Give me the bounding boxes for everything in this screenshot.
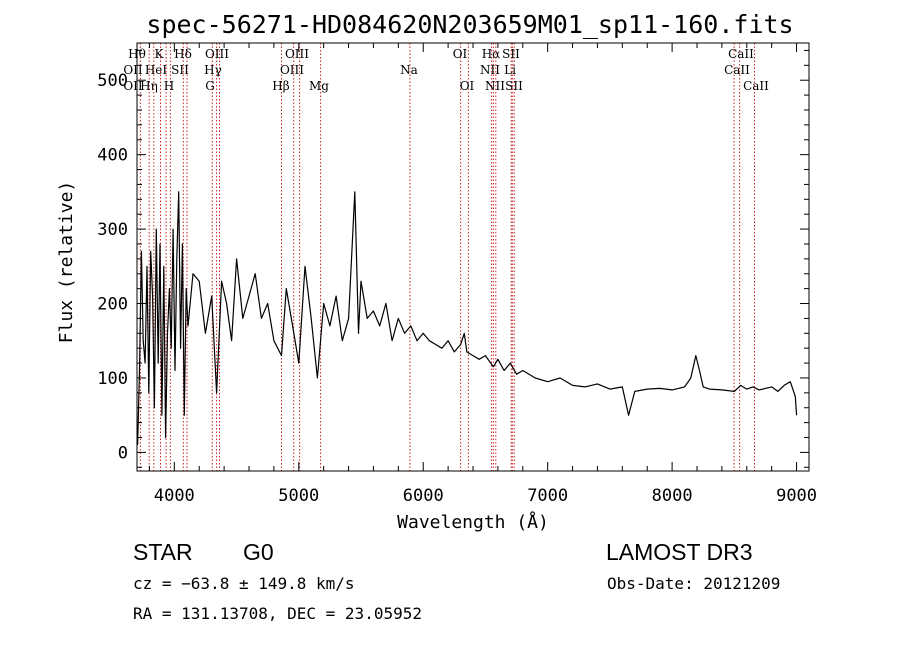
marker-label-caii-1: CaII — [728, 47, 754, 61]
marker-label-li: Li — [504, 63, 516, 77]
y-axis-label: Flux (relative) — [56, 181, 77, 344]
marker-label-oi-1: OI — [453, 47, 468, 61]
marker-label-hd: Hδ — [174, 47, 192, 61]
spectrum-layer — [137, 191, 798, 445]
chart-title: spec-56271-HD084620N203659M01_sp11-160.f… — [146, 10, 793, 39]
marker-label-hb: Hβ — [272, 79, 289, 93]
y-tick-label-0: 0 — [118, 443, 128, 463]
marker-label-oiii-1: OIII — [205, 47, 229, 61]
marker-label-g: G — [205, 79, 215, 93]
marker-label-mg: Mg — [309, 79, 329, 93]
plot-frame — [136, 42, 810, 472]
y-tick-label-200: 200 — [97, 295, 128, 315]
coordinates: RA = 131.13708, DEC = 23.05952 — [133, 604, 422, 623]
y-tick-label-400: 400 — [97, 146, 128, 166]
marker-label-hgam: Hγ — [204, 63, 222, 77]
x-tick-label-9000: 9000 — [776, 486, 817, 506]
x-tick-label-8000: 8000 — [652, 486, 693, 506]
marker-label-oii-2: OII — [123, 79, 143, 93]
marker-label-nii-1: NII — [480, 63, 500, 77]
axis-ticks: 4000 5000 6000 7000 8000 9000 0 100 200 300 400 500 — [97, 43, 817, 506]
y-tick-label-100: 100 — [97, 369, 128, 389]
marker-label-oii-1: OII — [123, 63, 143, 77]
marker-label-caii-3: CaII — [743, 79, 769, 93]
redshift-velocity: cz = −63.8 ± 149.8 km/s — [133, 574, 355, 593]
y-tick-label-300: 300 — [97, 220, 128, 240]
marker-label-oi-2: OI — [460, 79, 475, 93]
observation-date: Obs-Date: 20121209 — [607, 574, 781, 593]
marker-label-sii-2: SII — [502, 47, 520, 61]
x-tick-label-6000: 6000 — [403, 486, 444, 506]
marker-label-hei: HeI — [145, 63, 168, 77]
x-tick-label-7000: 7000 — [527, 486, 568, 506]
survey-name: LAMOST DR3 — [606, 539, 753, 565]
spectral-line-markers — [139, 43, 755, 471]
spectrum-line — [137, 191, 798, 445]
marker-label-h: H — [164, 79, 174, 93]
marker-label-heta: Hη — [140, 79, 158, 93]
x-tick-label-5000: 5000 — [278, 486, 319, 506]
y-tick-label-500: 500 — [97, 71, 128, 91]
marker-label-oiii-2: OIII — [285, 47, 309, 61]
object-subclass: G0 — [243, 539, 274, 565]
marker-label-na: Na — [400, 63, 418, 77]
object-class: STAR — [133, 539, 193, 565]
marker-label-sii-3: SII — [505, 79, 523, 93]
x-tick-label-4000: 4000 — [154, 486, 195, 506]
marker-label-oiii-3: OIII — [280, 63, 304, 77]
marker-label-sii-1: SII — [171, 63, 189, 77]
marker-label-caii-2: CaII — [724, 63, 750, 77]
marker-label-ha: Hα — [482, 47, 501, 61]
marker-label-nii-2: NII — [485, 79, 505, 93]
marker-label-k: K — [155, 47, 165, 61]
x-axis-label: Wavelength (Å) — [397, 511, 549, 533]
